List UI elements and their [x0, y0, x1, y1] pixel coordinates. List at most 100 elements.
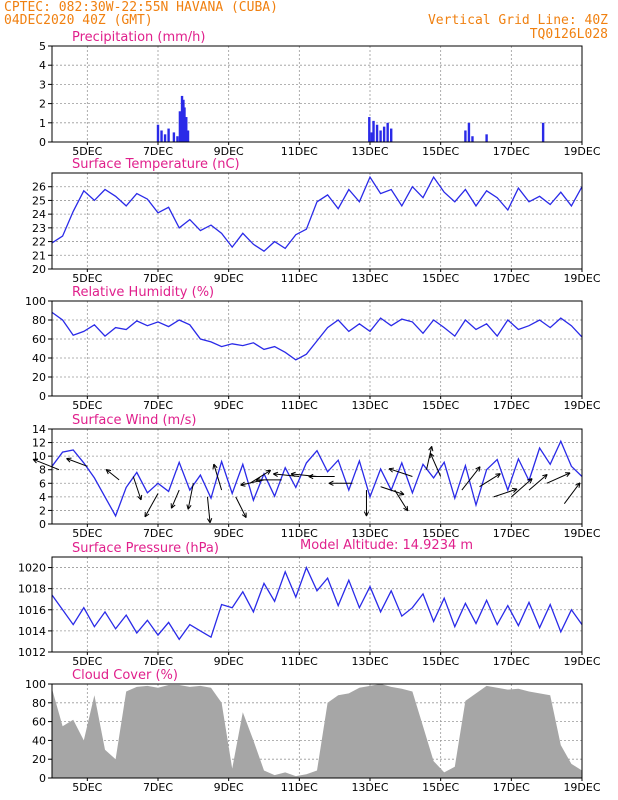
wind-arrow-head: [398, 490, 405, 496]
y-tick-label: 0: [39, 136, 46, 149]
y-tick-label: 23: [32, 222, 46, 235]
y-tick-label: 22: [32, 236, 46, 249]
wind-frame: [51, 428, 583, 525]
wind-arrow-head: [240, 481, 246, 487]
precip-bar: [372, 120, 375, 142]
wind-arrow-head: [66, 457, 72, 463]
wind-arrow: [528, 474, 548, 491]
pres-title: Surface Pressure (hPa): [72, 541, 219, 556]
x-tick-label: 7DEC: [143, 655, 173, 668]
precip-bar: [186, 130, 190, 142]
y-tick-label: 0: [39, 390, 46, 403]
rh-frame: [51, 300, 583, 397]
rh-line: [51, 311, 583, 361]
x-tick-label: 7DEC: [143, 781, 173, 794]
x-tick-label: 17DEC: [493, 272, 530, 285]
pres-frame: [51, 556, 583, 653]
x-tick-label: 11DEC: [281, 399, 318, 412]
wind-arrow-head: [170, 503, 176, 509]
y-tick-label: 100: [25, 678, 46, 691]
wind-arrow-head: [428, 446, 434, 452]
y-tick-label: 20: [32, 263, 46, 276]
wind-arrow: [105, 469, 120, 481]
wind-arrow: [479, 473, 501, 488]
x-tick-label: 11DEC: [281, 655, 318, 668]
x-tick-label: 7DEC: [143, 145, 173, 158]
x-tick-label: 7DEC: [143, 272, 173, 285]
y-tick-label: 0: [39, 518, 46, 531]
x-tick-label: 13DEC: [351, 781, 388, 794]
precip-bar: [386, 122, 389, 142]
x-tick-label: 7DEC: [143, 399, 173, 412]
x-tick-label: 19DEC: [563, 272, 600, 285]
x-tick-label: 7DEC: [143, 527, 173, 540]
x-tick-label: 13DEC: [351, 399, 388, 412]
wind-arrow: [206, 496, 211, 523]
cloud-panel: Cloud Cover (%) 0 20 40 60 80 100 5DEC 7DEC 9DEC 1…: [25, 668, 601, 794]
wind-arrow: [511, 478, 533, 498]
precip-bar: [464, 130, 467, 142]
x-tick-label: 17DEC: [493, 399, 530, 412]
wind-arrow: [66, 458, 88, 467]
y-tick-label: 0: [39, 772, 46, 785]
precip-bar: [178, 111, 182, 142]
wind-arrow-head: [363, 511, 370, 517]
x-tick-label: 17DEC: [493, 527, 530, 540]
precip-bar: [467, 122, 471, 142]
precip-bar: [368, 117, 371, 142]
y-tick-label: 14: [32, 423, 46, 436]
grid-note: Vertical Grid Line: 40Z: [428, 13, 608, 28]
precip-bar: [379, 130, 382, 142]
y-tick-label: 24: [32, 208, 46, 221]
pres-line: [51, 565, 583, 641]
y-tick-label: 2: [39, 98, 46, 111]
precip-bar: [172, 132, 176, 142]
wind-arrow-head: [241, 512, 247, 519]
x-tick-label: 11DEC: [281, 272, 318, 285]
wind-arrow-head: [105, 469, 112, 475]
wind-arrow-head: [207, 517, 213, 524]
x-tick-label: 17DEC: [493, 781, 530, 794]
x-tick-label: 17DEC: [493, 655, 530, 668]
wind-arrow-head: [308, 473, 314, 480]
precip-bar: [375, 124, 379, 142]
pres-panel: Surface Pressure (hPa) 1012 1014 1016 1018 10…: [18, 541, 601, 668]
y-tick-label: 80: [32, 697, 46, 710]
wind-title: Surface Wind (m/s): [72, 413, 196, 428]
precip-bar: [163, 134, 167, 142]
x-tick-label: 19DEC: [563, 527, 600, 540]
wind-arrow: [429, 452, 442, 477]
precip-bar: [541, 122, 545, 142]
x-tick-label: 19DEC: [563, 399, 600, 412]
wind-arrow: [187, 483, 194, 510]
y-tick-label: 8: [39, 464, 46, 477]
wind-arrow-head: [495, 473, 501, 479]
y-tick-label: 4: [39, 491, 46, 504]
x-tick-label: 15DEC: [422, 145, 459, 158]
x-tick-label: 13DEC: [351, 655, 388, 668]
x-tick-label: 9DEC: [214, 399, 244, 412]
y-tick-label: 3: [39, 78, 46, 91]
wind-arrow: [213, 463, 223, 491]
y-tick-label: 21: [32, 249, 46, 262]
precip-bar: [370, 132, 373, 142]
temp-line: [51, 175, 583, 253]
wind-arrow-head: [328, 480, 334, 486]
y-tick-label: 5: [39, 40, 46, 53]
x-tick-label: 9DEC: [214, 655, 244, 668]
precip-panel: Precipitation (mm/h) 0 1 2 3 4 5 5DEC 7DEC 9DEC 11…: [39, 30, 601, 158]
y-tick-label: 80: [32, 314, 46, 327]
wind-arrow-head: [565, 472, 571, 478]
wind-arrow-head: [388, 467, 395, 473]
precip-bar: [160, 130, 163, 142]
cloud-frame: [51, 683, 583, 779]
run-id: TQ0126L028: [530, 27, 608, 42]
wind-arrow-head: [403, 505, 409, 512]
x-tick-label: 15DEC: [422, 781, 459, 794]
precip-bar: [156, 124, 160, 142]
wind-arrow: [546, 472, 571, 484]
x-tick-label: 9DEC: [214, 145, 244, 158]
